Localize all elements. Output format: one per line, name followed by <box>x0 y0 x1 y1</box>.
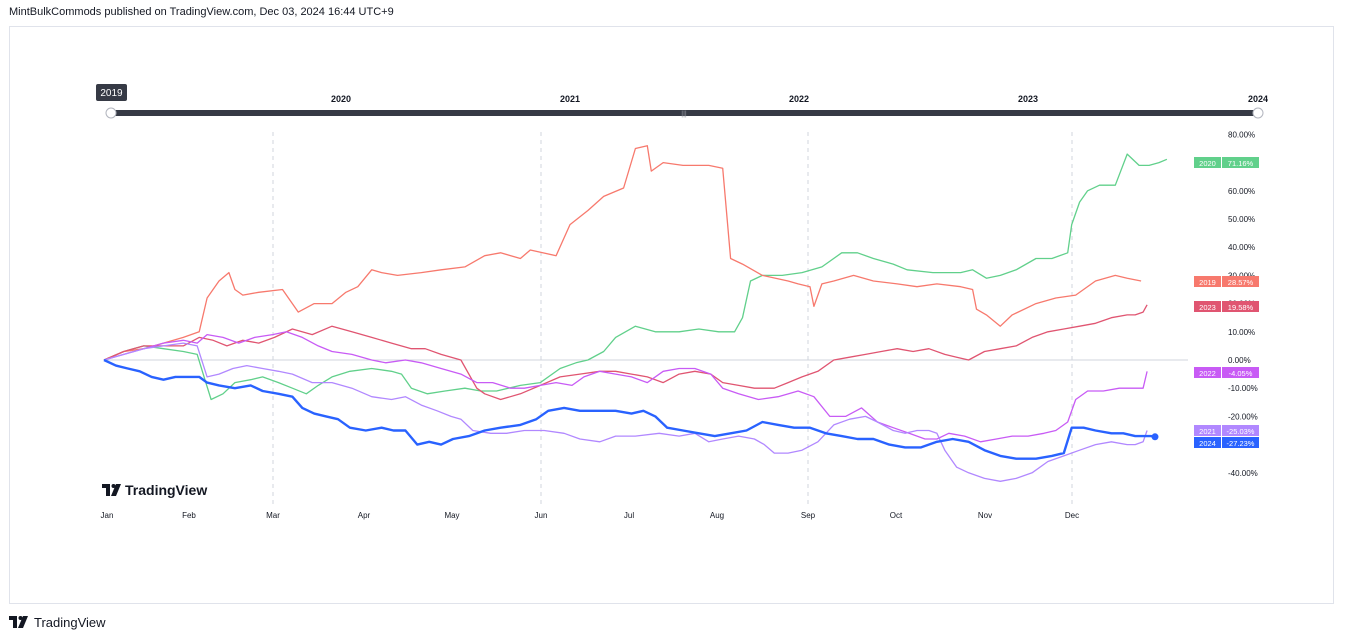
x-tick-label: Nov <box>978 511 992 520</box>
navigator-selected-tooltip <box>96 84 127 101</box>
navigator-year-label: 2023 <box>1018 94 1038 104</box>
y-tick-label: 40.00% <box>1228 243 1255 252</box>
tradingview-logo-icon <box>9 616 28 628</box>
year-navigator[interactable]: ||| 2019 2020 2021 2022 2023 2024 <box>96 84 1268 119</box>
x-tick-label: Jul <box>624 511 634 520</box>
navigator-year-label: 2021 <box>560 94 580 104</box>
navigator-grip[interactable]: ||| <box>681 111 687 118</box>
series-end-labels: 2020 71.16% 2019 28.57% 2023 19.58% 2022 -4.05%… <box>1194 157 1259 448</box>
y-tick-label: 0.00% <box>1228 356 1251 365</box>
end-label-year-box <box>1194 301 1221 312</box>
series-line-2020 <box>103 153 1168 401</box>
publish-header: MintBulkCommods published on TradingView… <box>9 6 394 18</box>
y-tick-label: -20.00% <box>1228 412 1258 421</box>
tradingview-watermark: TradingView <box>102 482 207 498</box>
series-endpoint-2024 <box>1151 433 1159 441</box>
end-label-year: 2022 <box>1199 369 1216 378</box>
series-line-2023 <box>103 304 1148 401</box>
y-tick-label: 50.00% <box>1228 215 1255 224</box>
navigator-track[interactable] <box>110 110 1258 116</box>
series-lines <box>103 145 1168 482</box>
navigator-year-label: 2024 <box>1248 94 1268 104</box>
end-label-value-box <box>1222 157 1259 168</box>
navigator-right-handle[interactable] <box>1252 107 1264 119</box>
navigator-left-handle[interactable] <box>105 107 117 119</box>
end-label-value: -4.05% <box>1229 369 1253 378</box>
end-label-value: 71.16% <box>1228 159 1254 168</box>
series-line-2022 <box>103 331 1148 443</box>
end-label-2019: 2019 28.57% <box>1194 276 1259 287</box>
y-tick-label: 10.00% <box>1228 328 1255 337</box>
end-label-year: 2021 <box>1199 427 1216 436</box>
end-label-value-box <box>1222 437 1259 448</box>
end-label-2023: 2023 19.58% <box>1194 301 1259 312</box>
end-label-2022: 2022 -4.05% <box>1194 367 1259 378</box>
end-label-year-box <box>1194 367 1221 378</box>
navigator-year-label: 2022 <box>789 94 809 104</box>
y-tick-label: -10.00% <box>1228 384 1258 393</box>
chart-grid <box>272 132 1073 508</box>
series-line-2021 <box>103 342 1148 482</box>
x-tick-label: Jun <box>535 511 548 520</box>
watermark-brand: TradingView <box>125 482 207 498</box>
x-tick-label: Feb <box>182 511 196 520</box>
end-label-2020: 2020 71.16% <box>1194 157 1259 168</box>
y-tick-label: 30.00% <box>1228 271 1255 280</box>
end-label-value-box <box>1222 301 1259 312</box>
x-tick-label: Mar <box>266 511 280 520</box>
end-label-2024: 2024 -27.23% <box>1194 437 1259 448</box>
y-tick-label: 60.00% <box>1228 187 1255 196</box>
x-tick-label: Aug <box>710 511 724 520</box>
end-label-year: 2019 <box>1199 278 1216 287</box>
x-tick-label: Oct <box>890 511 903 520</box>
x-tick-label: Sep <box>801 511 816 520</box>
end-label-year-box <box>1194 157 1221 168</box>
end-label-year: 2024 <box>1199 439 1216 448</box>
end-label-year: 2020 <box>1199 159 1216 168</box>
navigator-year-label: 2020 <box>331 94 351 104</box>
series-line-2019 <box>103 145 1142 361</box>
end-label-2021: 2021 -25.03% <box>1194 425 1259 436</box>
end-label-value: 19.58% <box>1228 303 1254 312</box>
end-label-year-box <box>1194 425 1221 436</box>
chart-frame <box>9 26 1334 604</box>
end-label-value-box <box>1222 276 1259 287</box>
x-tick-label: Apr <box>358 511 371 520</box>
end-label-value-box <box>1222 425 1259 436</box>
end-label-value: -25.03% <box>1227 427 1255 436</box>
end-label-value: 28.57% <box>1228 278 1254 287</box>
end-label-value-box <box>1222 367 1259 378</box>
x-axis: Jan Feb Mar Apr May Jun Jul Aug Sep Oct Nov Dec <box>101 511 1080 520</box>
navigator-selected-label: 2019 <box>100 88 123 99</box>
footer: TradingView <box>9 614 106 630</box>
end-label-year: 2023 <box>1199 303 1216 312</box>
tradingview-logo-icon <box>102 484 121 496</box>
end-label-year-box <box>1194 276 1221 287</box>
y-tick-label: -40.00% <box>1228 469 1258 478</box>
end-label-year-box <box>1194 437 1221 448</box>
y-tick-label: 80.00% <box>1228 130 1255 139</box>
series-line-2024 <box>103 358 1156 460</box>
footer-brand: TradingView <box>34 614 106 630</box>
end-label-value: -27.23% <box>1227 439 1255 448</box>
x-tick-label: Dec <box>1065 511 1079 520</box>
x-tick-label: Jan <box>101 511 114 520</box>
x-tick-label: May <box>444 511 459 520</box>
